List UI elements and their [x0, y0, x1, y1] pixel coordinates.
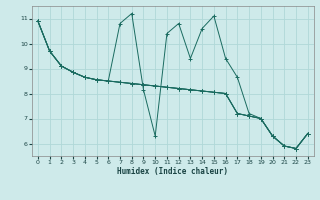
X-axis label: Humidex (Indice chaleur): Humidex (Indice chaleur) — [117, 167, 228, 176]
